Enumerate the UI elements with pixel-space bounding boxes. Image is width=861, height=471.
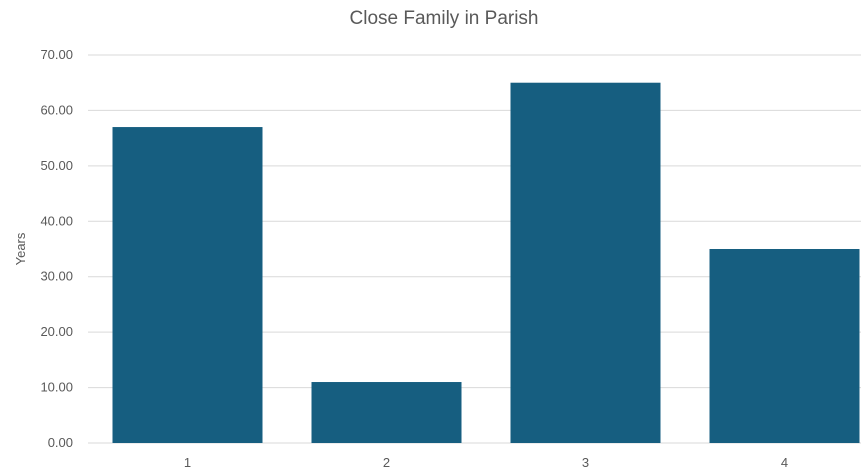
y-axis-ticks: 0.00 10.00 20.00 30.00 40.00 50.00 60.00 70.00 <box>40 47 73 450</box>
y-tick-label: 50.00 <box>40 158 73 173</box>
y-tick-label: 30.00 <box>40 269 73 284</box>
y-axis-title: Years <box>13 232 28 265</box>
bar-3 <box>510 82 661 443</box>
x-tick-label: 3 <box>582 455 589 470</box>
bars <box>112 82 860 444</box>
bar-2 <box>311 382 462 443</box>
y-tick-label: 10.00 <box>40 380 73 395</box>
bar-4 <box>709 249 860 443</box>
x-tick-label: 1 <box>184 455 191 470</box>
y-tick-label: 40.00 <box>40 213 73 228</box>
bar-1 <box>112 127 263 444</box>
x-tick-label: 4 <box>781 455 788 470</box>
y-tick-label: 60.00 <box>40 102 73 117</box>
x-tick-label: 2 <box>383 455 390 470</box>
y-tick-label: 20.00 <box>40 324 73 339</box>
y-tick-label: 0.00 <box>48 435 73 450</box>
chart-title: Close Family in Parish <box>349 8 539 29</box>
x-axis-ticks: 1 2 3 4 <box>184 455 788 470</box>
y-tick-label: 70.00 <box>40 47 73 62</box>
